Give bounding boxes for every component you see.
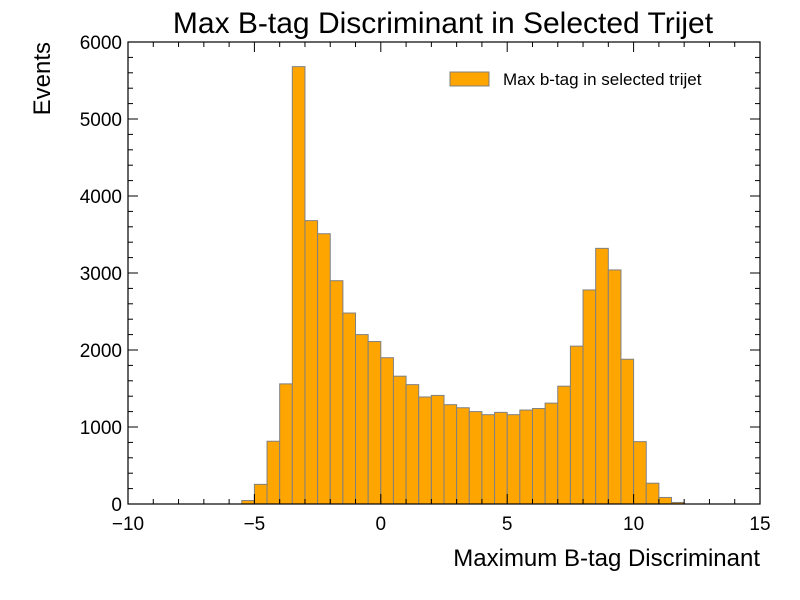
x-tick-label: −10	[112, 514, 144, 535]
chart-title: Max B-tag Discriminant in Selected Trije…	[173, 7, 714, 40]
histogram-bar	[506, 414, 521, 505]
histogram-bar	[329, 280, 344, 505]
histogram-bar	[253, 483, 268, 505]
histogram-bar	[519, 409, 533, 505]
histogram-bar	[342, 312, 357, 505]
histogram-bar	[304, 220, 319, 505]
y-tick-label: 0	[111, 495, 122, 516]
histogram-bar	[633, 441, 647, 505]
x-tick-label: 5	[502, 514, 513, 535]
histogram-bar	[367, 341, 382, 505]
tick-labels: −10 −5 0 5 10 15 0 1000 2000 3000 4000 5000 6000	[80, 33, 771, 535]
x-tick-label: 0	[376, 514, 387, 535]
histogram-bar	[531, 408, 546, 505]
histogram-bar	[430, 394, 445, 505]
histogram-bar	[645, 482, 660, 505]
histogram-bar	[392, 375, 407, 505]
y-tick-label: 5000	[80, 110, 122, 131]
histogram-bar	[468, 411, 483, 505]
histogram-bar	[291, 66, 306, 505]
histogram-bar	[456, 407, 470, 505]
y-axis-label: Events	[29, 42, 56, 115]
histogram-bar	[279, 383, 293, 505]
plot-frame	[127, 41, 761, 505]
histogram-bar	[569, 345, 584, 505]
y-tick-label: 4000	[80, 187, 122, 208]
histogram-bar	[658, 496, 673, 505]
y-tick-label: 3000	[80, 264, 122, 285]
x-axis-label: Maximum B-tag Discriminant	[453, 545, 760, 572]
histogram-bar	[405, 384, 420, 505]
histogram-bar	[481, 414, 496, 505]
histogram-bar	[418, 396, 432, 505]
y-tick-label: 2000	[80, 341, 122, 362]
y-tick-label: 1000	[80, 418, 122, 439]
histogram-bar	[266, 440, 281, 505]
histogram-bar	[544, 402, 559, 505]
histogram-bar	[317, 233, 331, 505]
legend-label: Max b-tag in selected trijet	[503, 70, 702, 89]
x-tick-label: 15	[749, 514, 770, 535]
histogram-bar	[620, 358, 635, 505]
legend-swatch	[449, 71, 490, 87]
x-tick-label: −5	[244, 514, 266, 535]
histogram-bar	[443, 404, 458, 505]
histogram-bar	[607, 269, 622, 505]
histogram-bar	[595, 247, 609, 505]
y-tick-label: 6000	[80, 33, 122, 54]
histogram-bars	[241, 66, 685, 505]
x-tick-label: 10	[623, 514, 644, 535]
histogram-bar	[582, 289, 597, 505]
legend: Max b-tag in selected trijet	[449, 70, 702, 89]
histogram-bar	[380, 357, 394, 505]
histogram-bar	[355, 334, 369, 505]
histogram-bar	[557, 385, 571, 505]
histogram-bar	[494, 411, 508, 505]
